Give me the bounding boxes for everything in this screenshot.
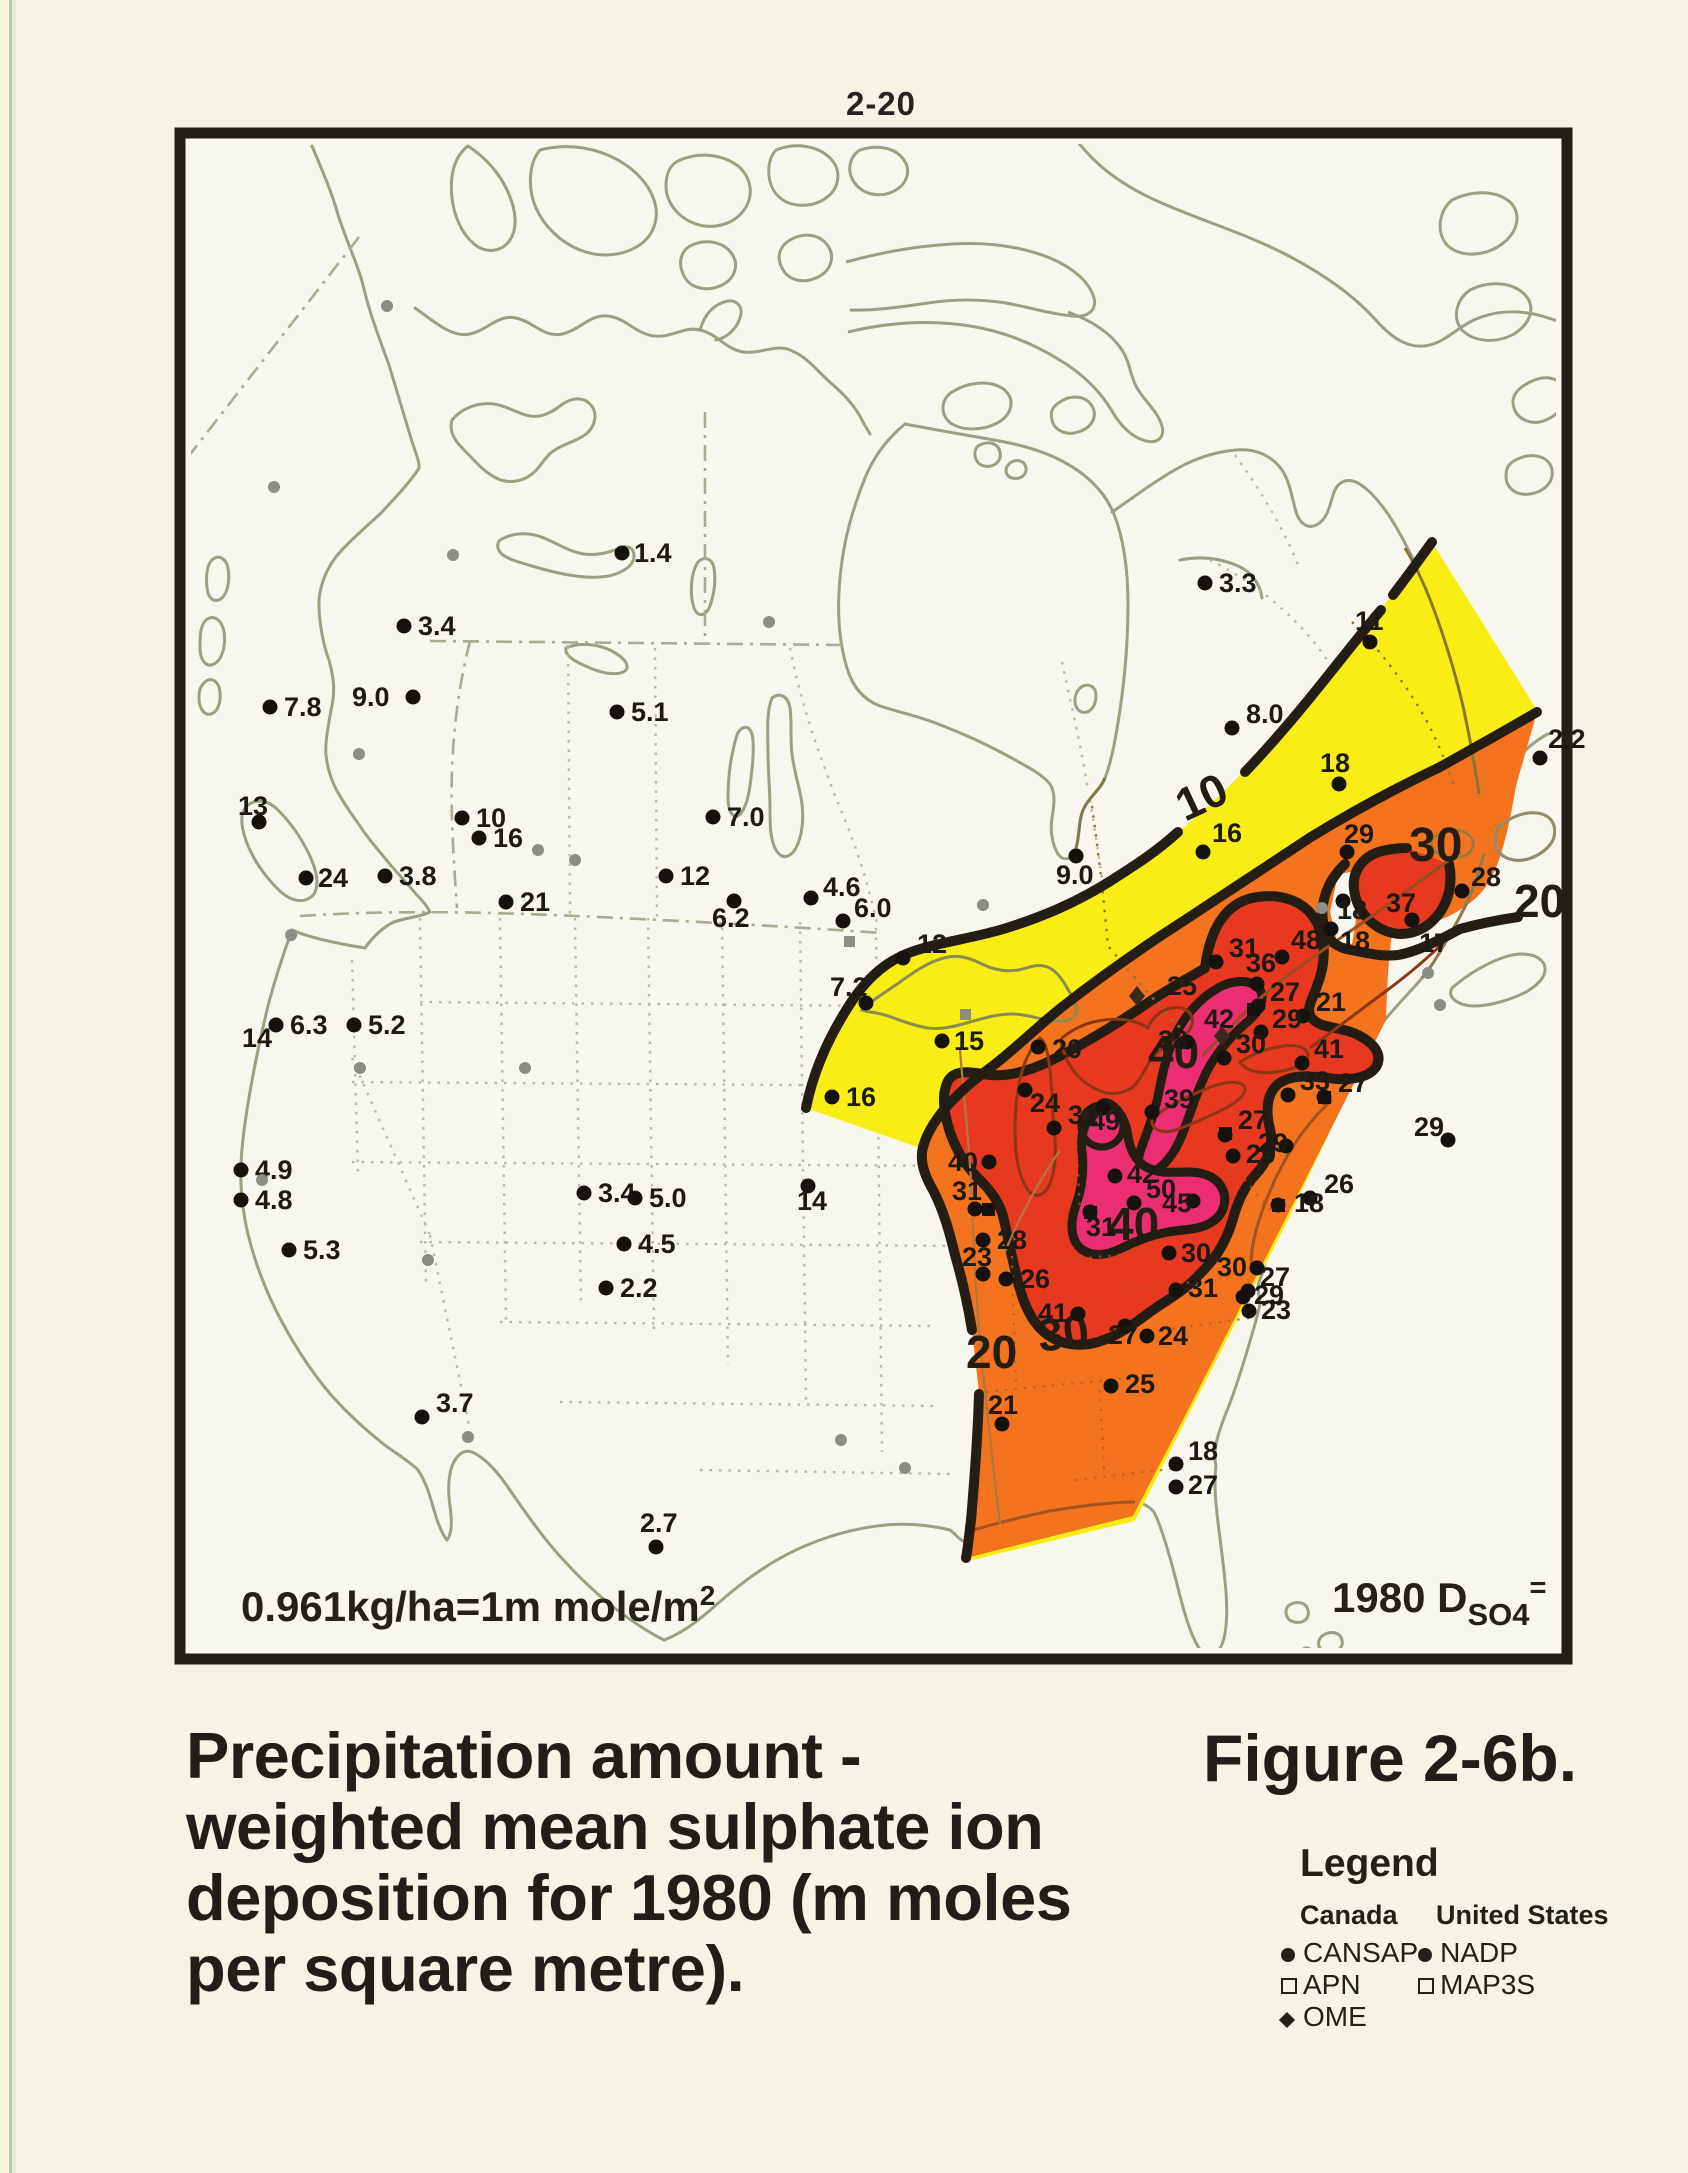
svg-text:30: 30 [1181, 1238, 1211, 1268]
svg-text:15: 15 [954, 1026, 984, 1056]
svg-text:49: 49 [1090, 1106, 1120, 1136]
svg-text:4.6: 4.6 [823, 872, 861, 902]
svg-text:24: 24 [318, 863, 348, 893]
svg-text:45: 45 [1162, 1188, 1192, 1218]
svg-text:13: 13 [238, 791, 268, 821]
svg-text:18: 18 [1337, 895, 1367, 925]
svg-text:40: 40 [948, 1147, 978, 1177]
svg-text:23: 23 [1261, 1295, 1291, 1325]
svg-text:14: 14 [242, 1023, 272, 1053]
svg-text:2.2: 2.2 [620, 1273, 658, 1303]
svg-text:3.4: 3.4 [598, 1178, 636, 1208]
svg-text:17: 17 [1419, 928, 1449, 958]
svg-text:24: 24 [1030, 1088, 1060, 1118]
svg-text:27: 27 [1238, 1105, 1268, 1135]
svg-text:12: 12 [680, 861, 710, 891]
svg-text:50: 50 [1146, 1174, 1176, 1204]
svg-text:25: 25 [1167, 971, 1197, 1001]
svg-text:28: 28 [1471, 862, 1501, 892]
svg-text:20: 20 [966, 1326, 1017, 1378]
svg-text:16: 16 [1212, 818, 1242, 848]
svg-text:7.0: 7.0 [727, 802, 765, 832]
svg-text:16: 16 [493, 823, 523, 853]
svg-text:31: 31 [1229, 933, 1259, 963]
svg-text:9.0: 9.0 [352, 682, 390, 712]
svg-text:36: 36 [1246, 948, 1276, 978]
svg-text:27: 27 [1260, 1262, 1290, 1292]
svg-text:29: 29 [1258, 1128, 1288, 1158]
svg-text:31: 31 [1188, 1273, 1218, 1303]
svg-text:2.7: 2.7 [640, 1508, 678, 1538]
svg-text:8.0: 8.0 [1246, 699, 1284, 729]
svg-text:18: 18 [1320, 748, 1350, 778]
svg-text:29: 29 [1246, 1139, 1276, 1169]
svg-text:3.3: 3.3 [1219, 568, 1257, 598]
svg-text:26: 26 [1020, 1264, 1050, 1294]
svg-text:31: 31 [1068, 1100, 1098, 1130]
svg-text:27: 27 [1188, 1470, 1218, 1500]
svg-text:40: 40 [1148, 1026, 1199, 1078]
svg-text:3.8: 3.8 [399, 861, 437, 891]
svg-text:14: 14 [797, 1186, 827, 1216]
svg-text:18: 18 [1188, 1436, 1218, 1466]
svg-text:27: 27 [1338, 1068, 1368, 1098]
svg-text:20: 20 [1052, 1034, 1082, 1064]
svg-text:31: 31 [952, 1176, 982, 1206]
svg-text:24: 24 [1158, 1321, 1188, 1351]
svg-text:29: 29 [1344, 819, 1374, 849]
svg-text:42: 42 [1127, 1159, 1157, 1189]
svg-text:41: 41 [1314, 1034, 1344, 1064]
svg-text:42: 42 [1204, 1004, 1234, 1034]
svg-text:39: 39 [1164, 1084, 1194, 1114]
svg-text:2.2: 2.2 [1548, 724, 1586, 754]
svg-text:4.8: 4.8 [255, 1185, 293, 1215]
svg-text:18: 18 [1294, 1188, 1324, 1218]
svg-text:25: 25 [1125, 1369, 1155, 1399]
svg-text:1.4: 1.4 [634, 538, 672, 568]
svg-text:21: 21 [520, 887, 550, 917]
svg-text:0.961kg/ha=1m mole/m2: 0.961kg/ha=1m mole/m2 [241, 1580, 715, 1630]
svg-text:21: 21 [1316, 987, 1346, 1017]
svg-text:6.0: 6.0 [854, 893, 892, 923]
svg-text:9.0: 9.0 [1056, 860, 1094, 890]
svg-text:29: 29 [1272, 1004, 1302, 1034]
svg-text:37: 37 [1386, 888, 1416, 918]
svg-text:29: 29 [1414, 1112, 1444, 1142]
svg-text:27: 27 [1270, 977, 1300, 1007]
svg-text:10: 10 [476, 803, 506, 833]
svg-text:38: 38 [1158, 1025, 1188, 1055]
svg-text:23: 23 [962, 1242, 992, 1272]
svg-text:20: 20 [1514, 875, 1565, 927]
svg-text:7.2: 7.2 [830, 972, 868, 1002]
svg-text:30: 30 [1409, 819, 1462, 872]
svg-text:5.1: 5.1 [631, 697, 669, 727]
svg-text:3.4: 3.4 [418, 611, 456, 641]
svg-text:4.5: 4.5 [638, 1229, 676, 1259]
svg-text:5.2: 5.2 [368, 1010, 406, 1040]
svg-text:30: 30 [1236, 1029, 1266, 1059]
svg-text:29: 29 [1254, 1280, 1284, 1310]
svg-text:21: 21 [988, 1390, 1018, 1420]
svg-text:16: 16 [846, 1082, 876, 1112]
svg-text:5.3: 5.3 [303, 1235, 341, 1265]
svg-text:26: 26 [1324, 1169, 1354, 1199]
svg-text:18: 18 [1340, 926, 1370, 956]
svg-text:5.0: 5.0 [649, 1183, 687, 1213]
svg-text:48: 48 [1291, 925, 1321, 955]
svg-text:7.8: 7.8 [284, 692, 322, 722]
svg-text:30: 30 [1217, 1252, 1247, 1282]
svg-text:27: 27 [1108, 1320, 1138, 1350]
svg-text:6.3: 6.3 [290, 1010, 328, 1040]
svg-text:41: 41 [1038, 1298, 1068, 1328]
svg-text:12: 12 [917, 929, 947, 959]
svg-text:6.2: 6.2 [712, 903, 750, 933]
svg-text:28: 28 [997, 1225, 1027, 1255]
svg-text:11: 11 [1355, 606, 1384, 636]
svg-text:3.7: 3.7 [436, 1388, 474, 1418]
